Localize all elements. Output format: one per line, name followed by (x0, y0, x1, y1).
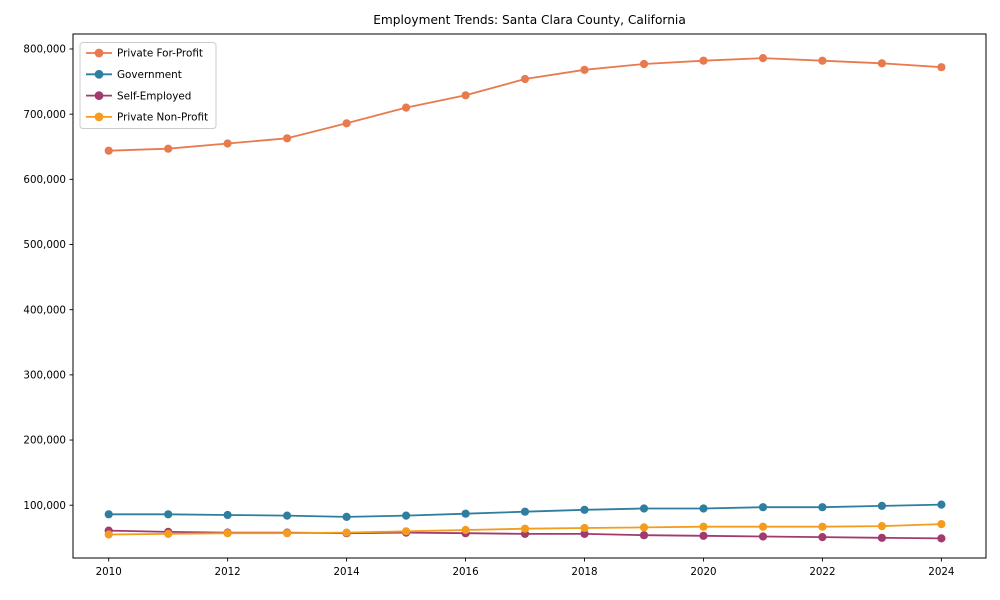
data-point-marker (937, 500, 946, 509)
legend-marker (94, 112, 104, 122)
data-point-marker (104, 510, 113, 519)
x-axis: 2010 2012 2014 2016 2018 2020 2022 2024 (96, 558, 955, 578)
data-point-marker (818, 503, 827, 512)
data-point-marker (818, 522, 827, 531)
data-point-marker (877, 59, 887, 68)
data-point-marker (342, 528, 351, 537)
data-point-marker (580, 505, 589, 514)
data-point-marker (937, 520, 946, 529)
data-point-marker (877, 501, 887, 510)
data-point-marker (164, 510, 173, 519)
x-tick-label: 2014 (333, 566, 359, 578)
data-point-marker (639, 504, 649, 513)
legend-label: Private For-Profit (117, 48, 203, 60)
legend-label: Government (117, 69, 182, 81)
series-private-for-profit (104, 54, 946, 155)
series-private-non-profit (104, 520, 946, 539)
data-point-marker (580, 529, 589, 539)
data-point-marker (461, 525, 470, 535)
data-point-marker (937, 534, 946, 543)
x-tick-label: 2012 (215, 566, 241, 578)
y-tick-label: 700,000 (23, 109, 66, 121)
y-tick-label: 400,000 (23, 304, 66, 316)
data-point-marker (342, 119, 351, 128)
data-point-marker (164, 144, 173, 153)
data-point-marker (818, 533, 827, 542)
y-tick-label: 600,000 (23, 174, 66, 186)
data-point-marker (461, 91, 470, 100)
data-point-marker (283, 511, 292, 520)
data-point-marker (104, 530, 113, 539)
data-point-marker (877, 533, 887, 542)
y-tick-label: 100,000 (23, 500, 66, 512)
y-tick-label: 500,000 (23, 239, 66, 251)
data-point-marker (104, 146, 113, 155)
data-point-marker (461, 509, 470, 518)
data-point-marker (402, 527, 411, 536)
data-point-marker (223, 139, 232, 148)
x-tick-label: 2016 (452, 566, 478, 578)
data-point-marker (639, 59, 649, 69)
legend-marker (94, 91, 104, 100)
chart-title: Employment Trends: Santa Clara County, C… (373, 13, 686, 27)
data-point-marker (699, 531, 708, 540)
data-point-marker (758, 503, 768, 512)
data-point-marker (520, 74, 530, 84)
x-tick-label: 2024 (928, 566, 954, 578)
series-government (104, 500, 946, 522)
data-point-marker (402, 103, 411, 112)
data-point-marker (283, 134, 292, 143)
legend-entry-private-for-profit: Private For-Profit (86, 48, 203, 60)
data-point-marker (164, 529, 173, 539)
data-point-marker (402, 511, 411, 520)
data-point-marker (223, 510, 232, 520)
legend-label: Self-Employed (117, 90, 191, 102)
legend-entry-private-non-profit: Private Non-Profit (86, 112, 208, 124)
legend-marker (94, 69, 104, 79)
y-axis: 100,000 200,000 300,000 400,000 500,000 600,0… (23, 44, 73, 512)
x-tick-label: 2010 (96, 566, 122, 578)
legend-entry-self-employed: Self-Employed (86, 90, 191, 102)
plot-frame (72, 33, 987, 559)
data-point-marker (639, 531, 649, 540)
data-point-marker (223, 529, 232, 538)
y-tick-label: 200,000 (23, 435, 66, 447)
y-tick-label: 800,000 (23, 44, 66, 56)
data-point-marker (580, 523, 589, 533)
x-tick-label: 2020 (690, 566, 716, 578)
legend-entry-government: Government (86, 69, 182, 81)
data-point-marker (937, 63, 946, 72)
data-point-marker (699, 504, 708, 513)
legend-label: Private Non-Profit (117, 112, 208, 124)
data-point-marker (699, 522, 708, 531)
data-point-marker (758, 54, 768, 63)
legend-box (79, 42, 217, 129)
legend-marker (94, 48, 104, 58)
data-point-marker (580, 65, 589, 74)
data-point-marker (758, 532, 768, 541)
data-point-marker (342, 512, 351, 522)
data-point-marker (520, 507, 530, 516)
data-point-marker (877, 522, 887, 531)
data-point-marker (283, 529, 292, 538)
data-point-marker (639, 523, 649, 532)
legend: Private For-Profit Government Self-Employe… (79, 42, 217, 129)
x-tick-label: 2022 (809, 566, 835, 578)
data-point-marker (758, 522, 768, 531)
data-point-marker (520, 524, 530, 533)
data-point-marker (699, 56, 708, 65)
y-tick-label: 300,000 (23, 369, 66, 381)
data-point-marker (818, 56, 827, 65)
x-tick-label: 2018 (571, 566, 597, 578)
